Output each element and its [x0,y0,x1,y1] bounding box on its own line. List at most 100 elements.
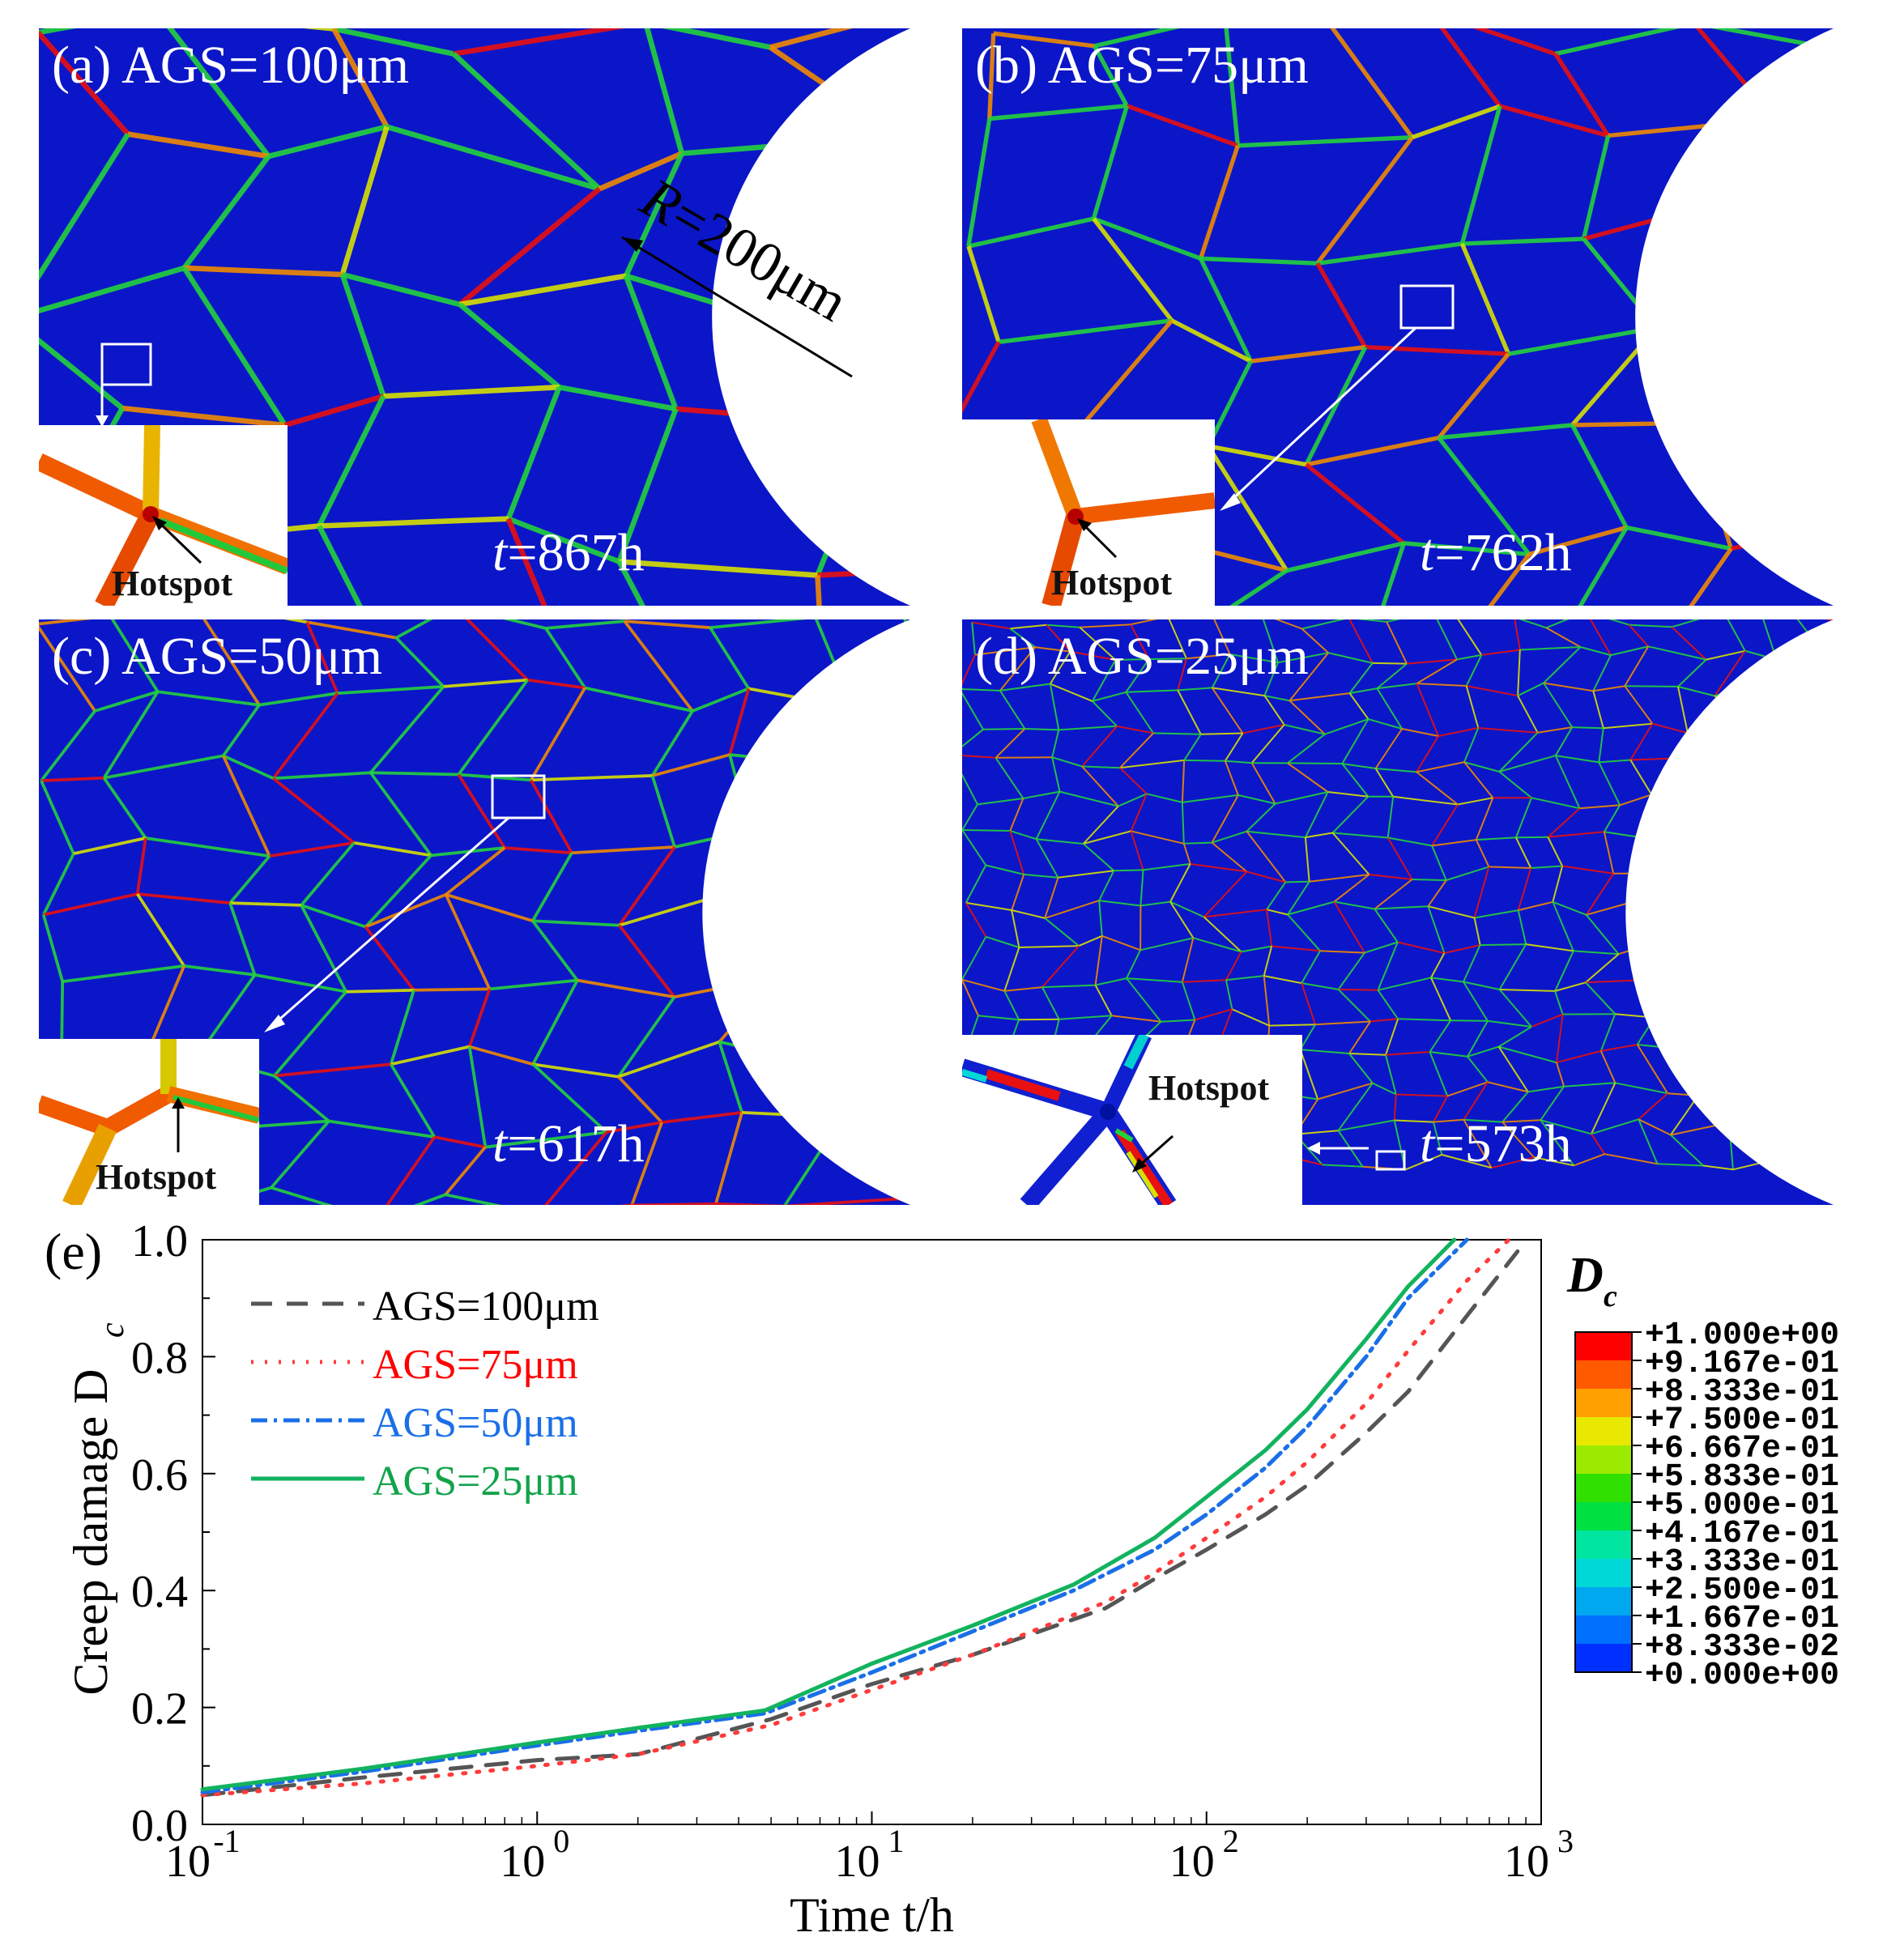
grain-boundary [1514,619,1521,650]
grain-boundary [1264,695,1290,702]
grain-boundary [1537,726,1573,734]
grain-boundary [1080,624,1131,628]
grain-boundary [369,685,445,774]
grain-boundary [1305,462,1406,545]
grain-boundary [273,771,371,781]
x-tick-label: 10 [165,1837,211,1887]
grain-boundary [1004,986,1043,992]
grain-boundary [341,271,461,308]
grain-boundary [1287,881,1310,916]
grain-boundary [353,841,432,858]
colorbar-swatch [1575,1502,1632,1531]
grain-boundary [1374,728,1404,769]
grain-boundary [1599,759,1631,764]
grain-boundary [283,394,385,428]
grain-boundary [1111,1015,1161,1023]
grain-boundary [1246,831,1287,883]
grain-boundary [1301,619,1346,630]
grain-boundary [1430,952,1446,978]
grain-boundary [1585,914,1620,955]
grain-boundary [1498,943,1527,990]
grain-boundary [458,186,602,307]
grain-boundary [1237,794,1276,805]
grain-boundary [1430,977,1464,983]
legend-label: AGS=50μm [373,1400,578,1446]
grain-boundary [445,846,506,896]
grain-boundary [272,777,356,845]
creep-damage-chart: 0.00.20.40.60.81.010 -1 10 0 10 1 10 2 10 3AGS=10… [45,1216,1839,1941]
grain-boundary [1011,909,1020,948]
grain-boundary [1182,843,1191,865]
grain-boundary [1518,900,1553,912]
grain-boundary [40,780,75,854]
grain-boundary [1058,870,1114,879]
grain-boundary [202,619,261,706]
grain-boundary [1589,619,1612,656]
grain-boundary [1554,990,1564,1015]
colorbar-tick-label: +5.000e-01 [1645,1488,1839,1524]
grain-boundary [1182,794,1239,803]
grain-boundary [389,990,415,1065]
grain-boundary [1287,913,1321,951]
grain-boundary [1427,905,1446,954]
grain-boundary [1670,1134,1704,1167]
grain-boundary [1411,104,1501,140]
grain-boundary [1036,838,1084,845]
grain-boundary [1289,692,1350,702]
grain-boundary [39,337,125,411]
grain-boundary [530,774,653,782]
grain-boundary [1098,900,1103,936]
grain-boundary [273,990,347,1077]
colorbar-swatch [1575,1559,1632,1588]
grain-boundary [1615,1082,1668,1095]
grain-boundary [1212,830,1247,844]
colorbar-swatch [1575,1644,1632,1673]
colorbar-tick-label: +1.667e-01 [1645,1601,1839,1637]
panel-d: (d) AGS=25μm t=573h Hotspot [962,619,1834,1205]
grain-boundary [1444,944,1480,954]
grain-boundary [1386,836,1413,880]
grain-boundary [1241,945,1272,953]
grain-boundary [1671,626,1707,661]
grain-boundary [962,936,987,981]
grain-boundary [1573,950,1619,956]
grain-boundary [1169,901,1195,939]
colorbar-swatch [1575,1445,1632,1475]
grain-boundary [1161,1019,1195,1023]
grain-boundary [1393,795,1459,806]
grain-mesh [39,28,910,606]
hotspot-inset: Hotspot [962,1035,1302,1205]
y-tick-label: 0.8 [131,1333,188,1383]
grain-boundary [1177,658,1187,691]
grain-boundary [458,302,561,389]
grain-boundary [968,216,1094,249]
grain-boundary [1224,732,1244,762]
grain-boundary [184,265,343,278]
colorbar-tick-label: +8.333e-02 [1645,1629,1839,1666]
grain-boundary [505,386,562,520]
grain-boundary [1091,104,1129,219]
grain-boundary [1437,352,1510,440]
grain-boundary [1600,1044,1638,1052]
grain-boundary [1079,626,1116,661]
grain-boundary [1624,685,1654,725]
grain-boundary [1540,1119,1575,1166]
grain-boundary [661,1111,743,1124]
grain-boundary [709,627,750,690]
grain-boundary [1348,692,1369,720]
colorbar-tick-label: +8.333e-01 [1645,1374,1839,1411]
grain-boundary [999,646,1036,692]
grain-boundary [102,777,147,840]
grain-boundary [1385,1018,1399,1056]
grain-boundary [1554,755,1581,809]
grain-boundary [1429,1051,1449,1096]
grain-boundary [395,619,433,640]
grain-boundary [1526,943,1574,952]
grain-boundary [1024,873,1058,879]
grain-boundary [1514,797,1532,838]
grain-boundary [1242,724,1284,734]
grain-boundary [1433,1096,1449,1123]
grain-boundary [1393,1094,1397,1121]
grain-boundary [333,28,454,57]
colorbar-tick-label: +1.000e+00 [1645,1317,1839,1354]
